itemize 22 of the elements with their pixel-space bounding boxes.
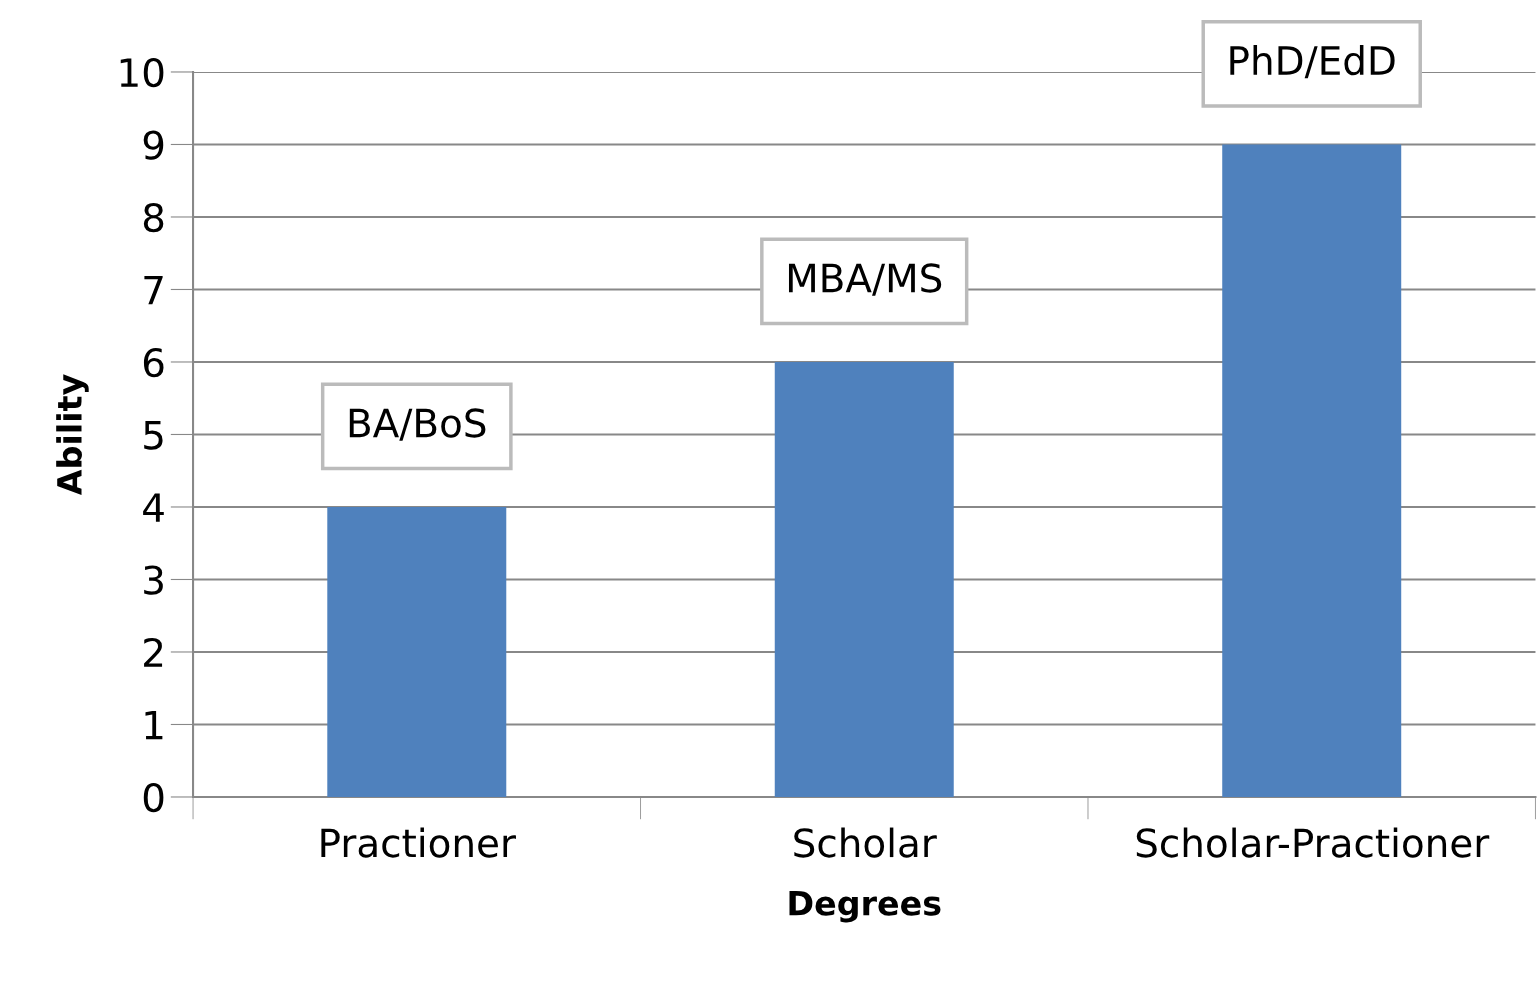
bar (1222, 144, 1402, 797)
y-axis-title: Ability (56, 374, 89, 496)
y-tick-label: 7 (144, 275, 163, 305)
y-tick-label: 6 (143, 347, 164, 378)
y-tick-label: 3 (144, 565, 163, 595)
annotation: MBA/MS (788, 263, 942, 296)
annotation: BA/BoS (349, 408, 486, 441)
y-tick-label: 5 (144, 420, 163, 450)
bar (774, 361, 954, 797)
y-tick-label: 8 (143, 202, 164, 233)
y-tick-label: 4 (143, 493, 164, 522)
bar (327, 506, 507, 797)
y-tick-label: 2 (144, 637, 163, 667)
x-tick-label: Practioner (321, 827, 516, 858)
x-axis-title: Degrees (789, 890, 941, 923)
annotation: PhD/EdD (1230, 45, 1395, 79)
x-tick-label: Scholar-Practioner (1136, 827, 1490, 858)
y-tick-label: 0 (143, 782, 164, 813)
y-tick-label: 10 (120, 57, 164, 88)
x-tick-label: Scholar (794, 827, 937, 858)
y-tick-label: 1 (145, 710, 163, 740)
y-tick-label: 9 (143, 130, 164, 160)
